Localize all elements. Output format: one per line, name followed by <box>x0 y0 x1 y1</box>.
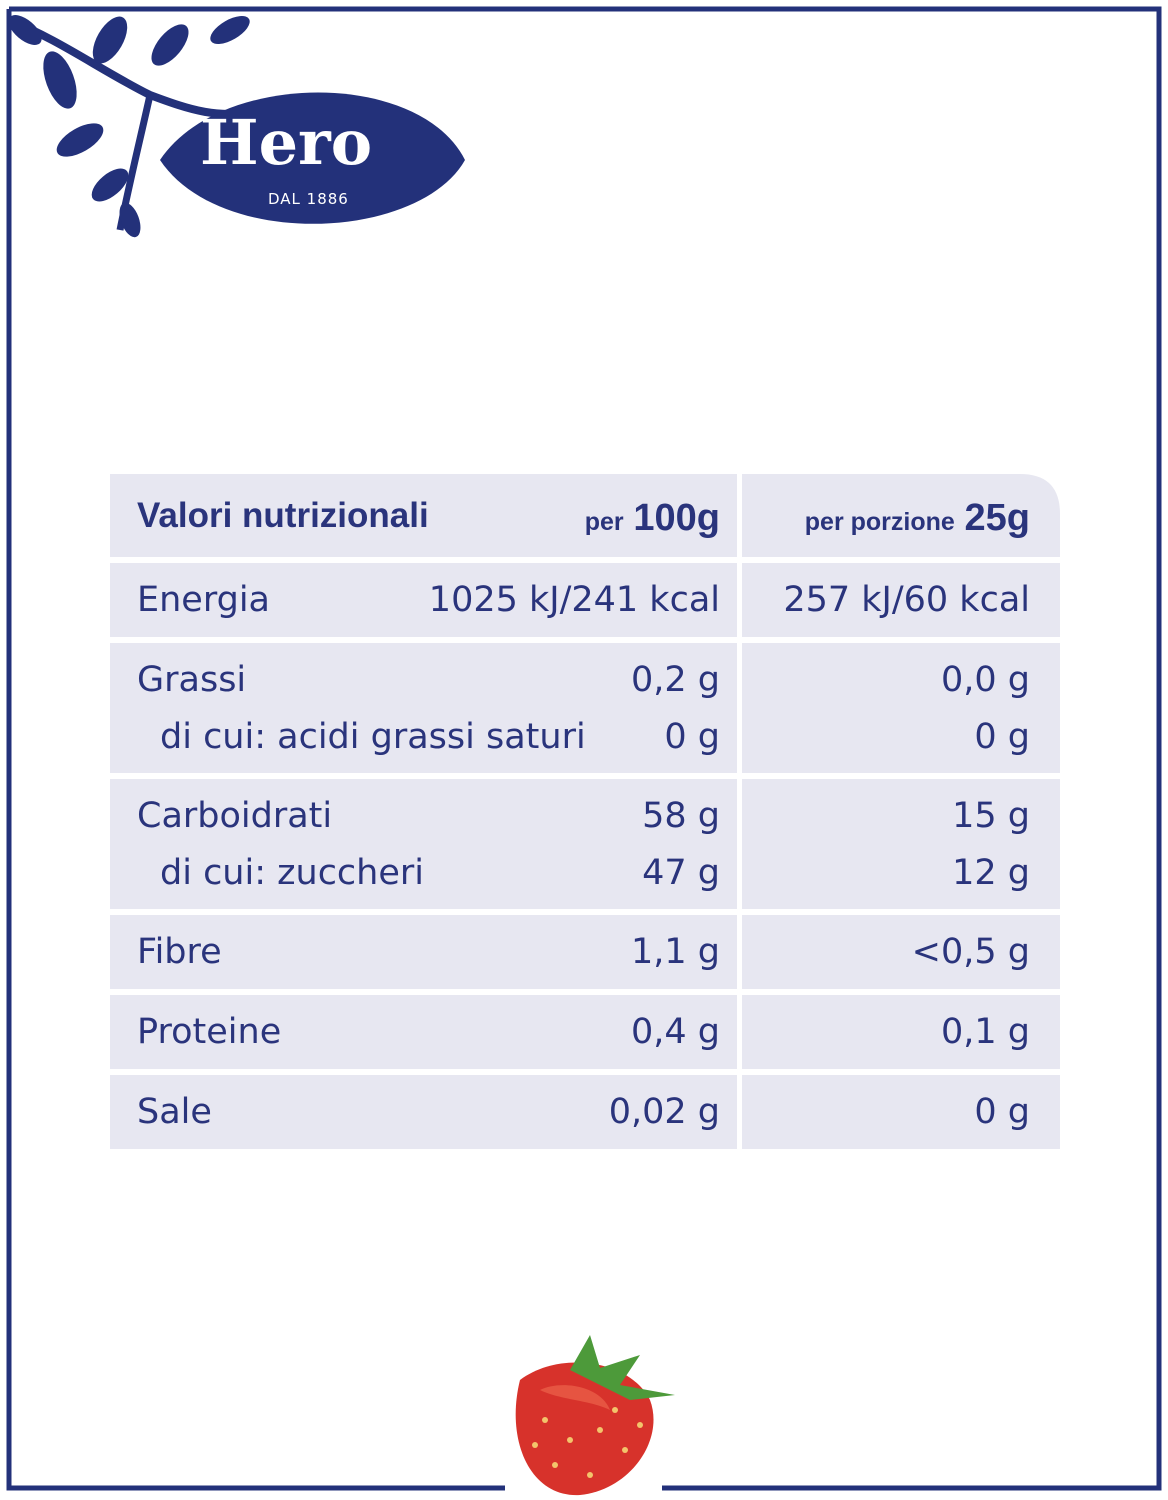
column-amount: 25g <box>964 497 1030 539</box>
logo-branches <box>7 15 261 238</box>
table-cell <box>742 1075 1060 1149</box>
value-per-portion: 257 kJ/60 kcal <box>783 580 1030 620</box>
value-per-100g: 0,4 g <box>630 1012 720 1052</box>
table-cell <box>110 643 737 773</box>
column-header: per 100g <box>585 498 720 542</box>
column-header: per porzione 25g <box>805 498 1030 542</box>
table-cell <box>110 995 737 1069</box>
sub-nutrient-label: di cui: zuccheri <box>160 853 425 893</box>
nutrient-label: Proteine <box>137 1012 282 1052</box>
column-amount: 100g <box>633 497 720 539</box>
table-cell <box>110 1075 737 1149</box>
strawberry <box>515 1335 675 1496</box>
header-cell <box>110 474 737 557</box>
sub-nutrient-label: di cui: acidi grassi saturi <box>160 717 586 757</box>
value-per-100g: 58 g <box>642 796 720 836</box>
logo-brand: Hero <box>200 106 373 179</box>
nutrient-label: Sale <box>137 1092 212 1132</box>
value-per-100g: 0,02 g <box>608 1092 720 1132</box>
value-per-100g: 0,2 g <box>630 660 720 700</box>
value-per-portion: 12 g <box>952 853 1030 893</box>
table-cell <box>742 643 1060 773</box>
value-per-portion: 0,0 g <box>940 660 1030 700</box>
table-cell <box>110 779 737 909</box>
nutrient-label: Grassi <box>137 660 247 700</box>
table-cell <box>742 915 1060 989</box>
table-cell <box>742 779 1060 909</box>
value-per-100g: 1,1 g <box>630 932 720 972</box>
value-per-100g: 1025 kJ/241 kcal <box>428 580 720 620</box>
table-title: Valori nutrizionali <box>137 496 429 535</box>
table-cell <box>742 995 1060 1069</box>
frame <box>6 6 1162 1491</box>
value-per-portion: 0 g <box>974 717 1030 757</box>
value-per-portion: <0,5 g <box>911 932 1030 972</box>
column-prefix: per porzione <box>804 508 955 536</box>
nutrient-label: Carboidrati <box>137 796 333 836</box>
nutrient-label: Fibre <box>137 932 222 972</box>
value-per-portion: 0 g <box>974 1092 1030 1132</box>
value-per-portion: 15 g <box>952 796 1030 836</box>
table-cell <box>742 563 1060 637</box>
value-per-100g: 0 g <box>664 717 720 757</box>
value-per-portion: 0,1 g <box>940 1012 1030 1052</box>
table-cell <box>110 915 737 989</box>
value-per-100g: 47 g <box>642 853 720 893</box>
header-cell <box>742 474 1060 557</box>
table-cell <box>110 563 737 637</box>
column-prefix: per <box>584 508 624 536</box>
nutrient-label: Energia <box>137 580 270 620</box>
logo-badge <box>160 92 465 224</box>
logo-tagline: DAL 1886 <box>268 190 349 208</box>
